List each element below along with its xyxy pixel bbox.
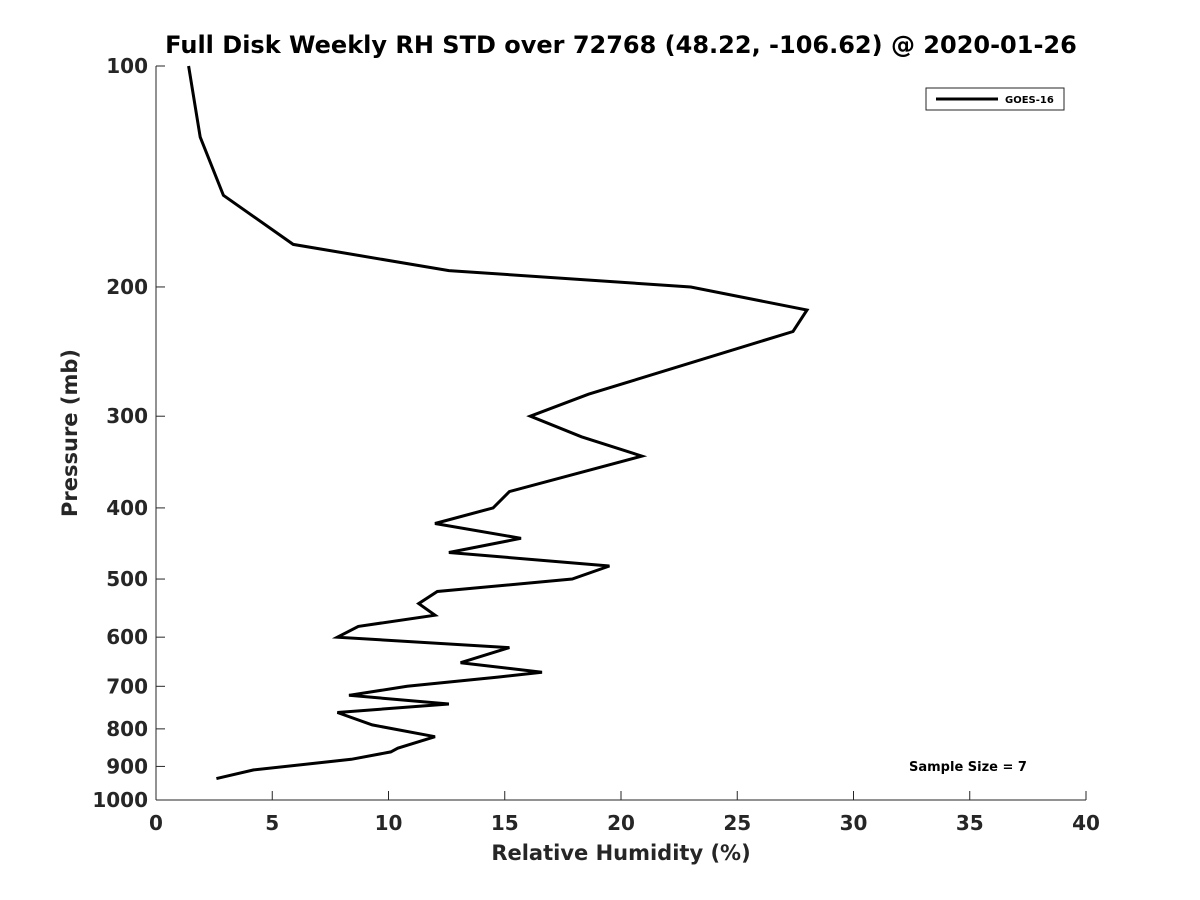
y-tick-label: 400 [106,496,148,520]
x-tick-label: 30 [840,811,868,835]
y-tick-label: 600 [106,625,148,649]
legend-label-goes-16: GOES-16 [1005,95,1054,106]
x-tick-label: 10 [375,811,403,835]
series-line-goes-16 [187,65,810,781]
series-group [187,65,810,781]
y-axis-label: Pressure (mb) [58,349,82,517]
x-axis-label: Relative Humidity (%) [491,841,750,865]
x-tick-label: 35 [956,811,984,835]
y-tick-label: 800 [106,717,148,741]
y-axis-ticks: 100 200 300 400 500 600 700 800 900 1000 [92,54,165,812]
x-tick-label: 40 [1072,811,1100,835]
y-tick-label: 100 [106,54,148,78]
plot-axes [155,66,1086,801]
x-tick-label: 15 [491,811,519,835]
x-axis-ticks: 0 5 10 15 20 25 30 35 40 [149,791,1100,835]
y-tick-label: 900 [106,754,148,778]
x-tick-label: 25 [723,811,751,835]
sample-size-annotation: Sample Size = 7 [909,760,1027,775]
legend: GOES-16 [925,87,1065,111]
y-tick-label: 1000 [92,788,148,812]
chart-title: Full Disk Weekly RH STD over 72768 (48.2… [165,31,1077,59]
y-tick-label: 700 [106,674,148,698]
x-tick-label: 20 [607,811,635,835]
y-tick-label: 500 [106,567,148,591]
y-tick-label: 200 [106,275,148,299]
x-tick-label: 5 [265,811,279,835]
x-tick-label: 0 [149,811,163,835]
y-tick-label: 300 [106,404,148,428]
